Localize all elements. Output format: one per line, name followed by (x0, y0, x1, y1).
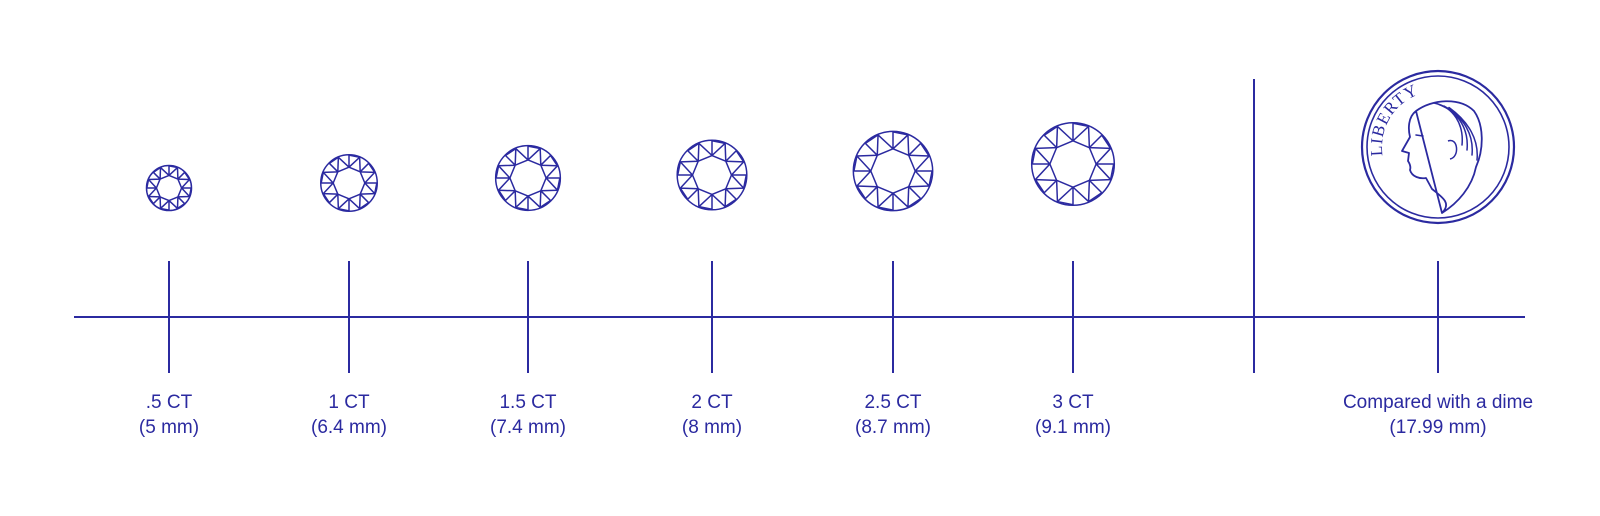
table-facet (691, 154, 733, 196)
stone-label-1: 1 CT (6.4 mm) (199, 390, 499, 440)
carat-weight: 1.5 CT (499, 392, 557, 413)
coin-inscription: LIBERTY (1367, 80, 1421, 156)
profile-bust (1401, 100, 1483, 214)
diameter: (17.99 mm) (1389, 417, 1487, 438)
round-diamond-icon (1030, 121, 1116, 207)
dime-label: Compared with a dime (17.99 mm) (1288, 390, 1588, 440)
stone-label-3: 2 CT (8 mm) (562, 390, 862, 440)
round-diamond-icon (320, 154, 378, 212)
crown-facets (495, 145, 561, 211)
coin-rim-outer (1360, 69, 1516, 225)
diameter: (7.4 mm) (490, 417, 566, 438)
scale-axis (74, 79, 1525, 373)
crown-facets (320, 154, 378, 212)
stone-label-2: 1.5 CT (7.4 mm) (378, 390, 678, 440)
girdle-outline (852, 130, 934, 212)
carat-weight: .5 CT (145, 392, 193, 413)
carat-weight: 2 CT (691, 392, 733, 413)
round-diamond-icon (145, 164, 193, 212)
table-facet (509, 159, 547, 197)
comparison-title: Compared with a dime (1342, 392, 1534, 413)
table-facet (1049, 140, 1097, 188)
hair-lines (1433, 102, 1478, 161)
inscription-text: LIBERTY (1367, 80, 1420, 156)
table-facet (870, 148, 916, 194)
diamond-outlines (145, 121, 1116, 212)
crown-facets (676, 139, 748, 211)
girdle-outline (494, 144, 562, 212)
table-facet (155, 174, 183, 202)
diameter: (8 mm) (681, 417, 743, 438)
crown-facets (1031, 122, 1115, 206)
table-facet (332, 166, 366, 200)
stone-label-5: 3 CT (9.1 mm) (923, 390, 1223, 440)
girdle-outline (676, 139, 748, 211)
coin-rim-inner (1366, 75, 1510, 219)
carat-weight: 1 CT (328, 392, 370, 413)
round-diamond-icon (494, 144, 562, 212)
round-diamond-icon (852, 130, 934, 212)
diameter: (9.1 mm) (1035, 417, 1111, 438)
diameter: (8.7 mm) (855, 417, 931, 438)
crown-facets (146, 165, 192, 211)
girdle-outline (320, 154, 378, 212)
round-diamond-icon (676, 139, 748, 211)
carat-weight: 3 CT (1052, 392, 1094, 413)
stone-label-0: .5 CT (5 mm) (19, 390, 319, 440)
stone-label-4: 2.5 CT (8.7 mm) (743, 390, 1043, 440)
carat-weight: 2.5 CT (864, 392, 922, 413)
diameter: (6.4 mm) (311, 417, 387, 438)
girdle-outline (145, 164, 193, 212)
diameter: (5 mm) (138, 417, 200, 438)
dime-coin-icon: LIBERTY (1360, 69, 1516, 225)
girdle-outline (1030, 121, 1116, 207)
ear-line (1447, 139, 1458, 160)
crown-facets (853, 131, 933, 211)
eye-line (1415, 134, 1424, 137)
